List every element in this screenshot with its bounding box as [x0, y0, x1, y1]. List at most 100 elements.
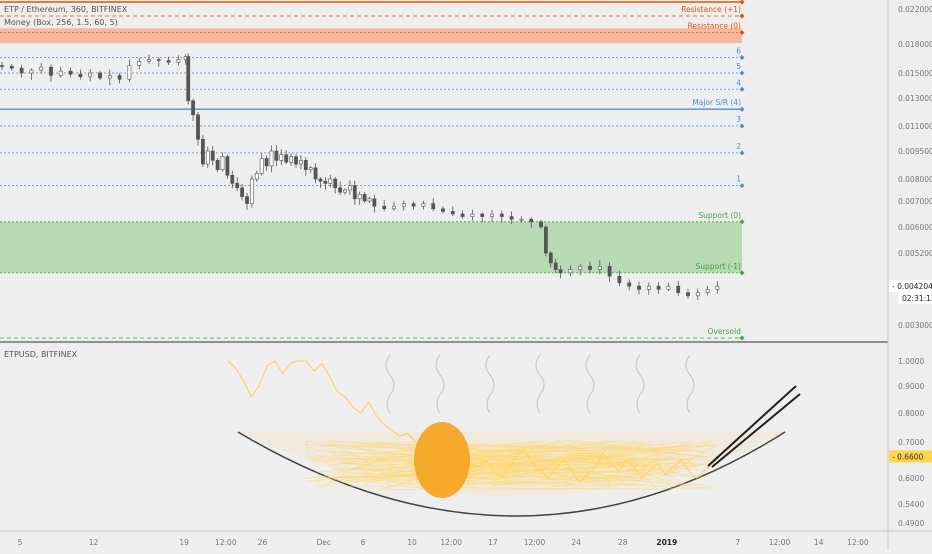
candle-body: [441, 208, 445, 212]
candle-body: [9, 65, 14, 69]
candle-body: [543, 226, 548, 254]
candle-body: [382, 205, 387, 210]
chopstick-2: [711, 393, 801, 468]
candle-body: [29, 69, 34, 74]
candle-body: [269, 150, 274, 167]
steam-icon: [585, 354, 595, 414]
current-value-box: [889, 450, 932, 463]
level-marker-4: [739, 70, 745, 76]
candle-body: [279, 154, 284, 161]
candle-body: [156, 59, 161, 61]
candle-body: [313, 167, 318, 180]
candle-body: [490, 213, 494, 217]
candle-body: [558, 269, 563, 274]
candle-body: [166, 60, 171, 63]
candle-body: [205, 150, 210, 165]
candle-body: [39, 66, 44, 71]
candle-body: [362, 194, 367, 202]
time-tick-label: 10: [407, 538, 417, 547]
candle-body: [58, 70, 63, 76]
candle-body: [568, 269, 573, 274]
candle-body: [294, 156, 298, 165]
candle-body: [529, 218, 534, 223]
level-marker-1: [739, 13, 745, 19]
steam-icon: [435, 354, 445, 414]
candle-body: [578, 265, 583, 270]
steam-icon: [635, 354, 645, 414]
level-label-9: 1: [736, 175, 741, 184]
lower-tick-label: 0.7000: [898, 438, 924, 447]
price-tick-label: 0.0052000: [898, 249, 932, 258]
candle-body: [392, 205, 396, 210]
time-tick-label: 12:00: [769, 538, 791, 547]
candle-body: [19, 67, 24, 74]
candle-body: [357, 194, 362, 200]
candle-body: [343, 189, 347, 193]
candle-body: [509, 216, 514, 220]
time-tick-label: 12:00: [215, 538, 237, 547]
candle-body: [695, 292, 700, 297]
time-tick-label: 26: [258, 538, 268, 547]
level-marker-0: [739, 0, 745, 5]
candle-body: [676, 285, 681, 293]
time-tick-label: 28: [618, 538, 628, 547]
candle-body: [0, 65, 4, 67]
candle-body: [245, 196, 249, 204]
candle-body: [637, 285, 641, 290]
candle-body: [215, 160, 220, 170]
time-tick-label: 12:00: [847, 538, 869, 547]
lower-tick-label: 0.4900: [898, 519, 924, 528]
candle-body: [347, 185, 352, 191]
candle-body: [318, 178, 323, 182]
candle-body: [88, 72, 93, 78]
candle-body: [328, 178, 333, 184]
chopsticks-icon: [707, 385, 797, 467]
level-marker-12: [739, 335, 745, 341]
candle-body: [499, 213, 504, 217]
candle-body: [68, 70, 73, 75]
candle-body: [78, 73, 83, 78]
candle-body: [49, 66, 53, 76]
level-marker-8: [739, 150, 745, 156]
candle-body: [235, 183, 240, 189]
candle-body: [333, 178, 338, 189]
candle-body: [666, 285, 671, 290]
level-label-7: 3: [736, 115, 741, 124]
candle-body: [196, 114, 200, 140]
support-zone: [0, 221, 742, 273]
candle-body: [450, 211, 455, 215]
candle-body: [147, 59, 151, 62]
level-label-1: Resistance (+1): [681, 5, 741, 14]
candle-body: [421, 203, 426, 207]
lower-chart-title: ETPUSD, BITFINEX: [4, 350, 78, 359]
level-marker-10: [739, 219, 745, 225]
lower-tick-label: 0.5400: [898, 500, 924, 509]
egg-icon: [414, 422, 470, 498]
level-label-6: Major S/R (4): [692, 98, 741, 107]
candle-body: [617, 275, 622, 284]
level-label-12: Oversold: [708, 327, 742, 336]
candle-body: [705, 289, 710, 293]
current-price-box: [889, 280, 932, 292]
candle-body: [460, 213, 465, 217]
candle-body: [250, 178, 254, 204]
level-marker-7: [739, 123, 745, 129]
candle-body: [431, 203, 436, 210]
level-label-10: Support (0): [698, 211, 741, 220]
candle-body: [352, 185, 357, 200]
time-tick-label: 2019: [656, 538, 677, 547]
candle-body: [607, 265, 612, 277]
time-tick-label: Dec: [317, 538, 332, 547]
time-tick-label: 14: [814, 538, 824, 547]
pan-curve: [237, 431, 786, 517]
